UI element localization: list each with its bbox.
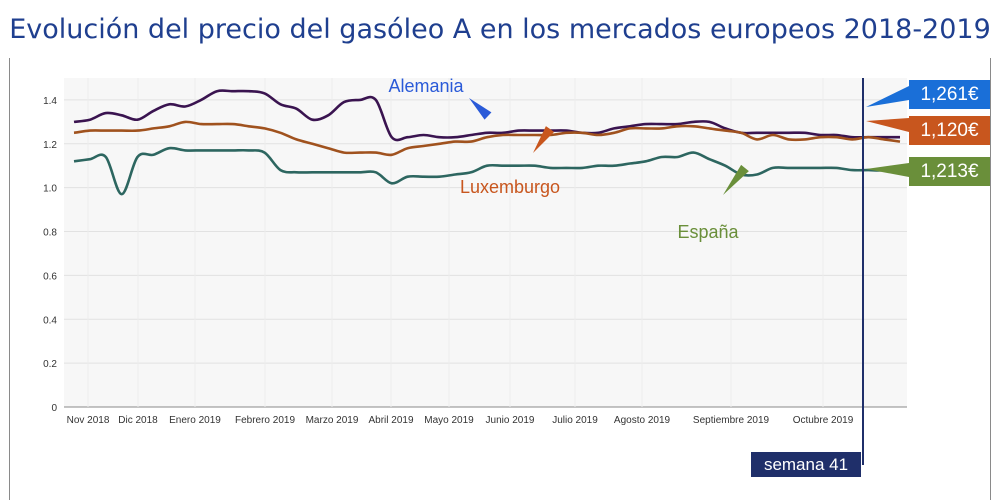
y-tick-label: 0.8: [43, 228, 57, 239]
series-pointer-espana: [723, 164, 749, 195]
y-tick-label: 0: [51, 403, 57, 414]
plot-area: [64, 78, 907, 407]
callout-connector: [866, 118, 909, 132]
series-label-espana: España: [677, 222, 739, 242]
x-tick-label: Agosto 2019: [614, 415, 671, 426]
callout-espana-price: 1,213€: [909, 157, 990, 186]
x-tick-label: Septiembre 2019: [693, 415, 770, 426]
callout-alemania-price: 1,261€: [909, 80, 990, 109]
series-annotations: Alemania Luxemburgo España: [388, 76, 909, 242]
callout-luxemburgo-price: 1,120€: [909, 116, 990, 145]
y-tick-label: 0.4: [43, 315, 57, 326]
y-tick-label: 1.4: [43, 96, 57, 107]
y-axis-ticks: 0 0.2 0.4 0.6 0.8 1.0 1.2 1.4: [43, 96, 57, 414]
series-pointer-alemania: [469, 98, 492, 120]
series-line-luxemburgo: [73, 120, 901, 157]
x-tick-label: Junio 2019: [486, 415, 535, 426]
x-tick-label: Octubre 2019: [793, 415, 854, 426]
x-tick-label: Nov 2018: [67, 415, 110, 426]
series-pointer-luxemburgo: [533, 126, 555, 153]
series-label-alemania: Alemania: [388, 76, 464, 96]
series-line-espana: [73, 146, 901, 196]
series-line-alemania: [73, 89, 900, 142]
x-axis-ticks: Nov 2018 Dic 2018 Enero 2019 Febrero 2019 Ma…: [67, 415, 854, 426]
series-lines: [73, 89, 901, 196]
x-tick-label: Enero 2019: [169, 415, 221, 426]
chart-frame: [9, 58, 991, 500]
x-tick-label: Febrero 2019: [235, 415, 295, 426]
x-tick-label: Marzo 2019: [306, 415, 359, 426]
week-marker-label: semana 41: [751, 452, 861, 477]
y-tick-label: 0.2: [43, 359, 57, 370]
x-tick-label: Dic 2018: [118, 415, 158, 426]
callout-connector: [866, 163, 909, 177]
series-label-luxemburgo: Luxemburgo: [460, 177, 560, 197]
callout-connector: [866, 86, 909, 107]
y-tick-label: 0.6: [43, 271, 57, 282]
y-tick-label: 1.0: [43, 184, 57, 195]
x-tick-label: Mayo 2019: [424, 415, 474, 426]
chart-title: Evolución del precio del gasóleo A en lo…: [9, 14, 991, 45]
y-tick-label: 1.2: [43, 140, 57, 151]
grid-lines: [64, 78, 907, 408]
x-tick-label: Julio 2019: [552, 415, 598, 426]
x-tick-label: Abril 2019: [368, 415, 413, 426]
